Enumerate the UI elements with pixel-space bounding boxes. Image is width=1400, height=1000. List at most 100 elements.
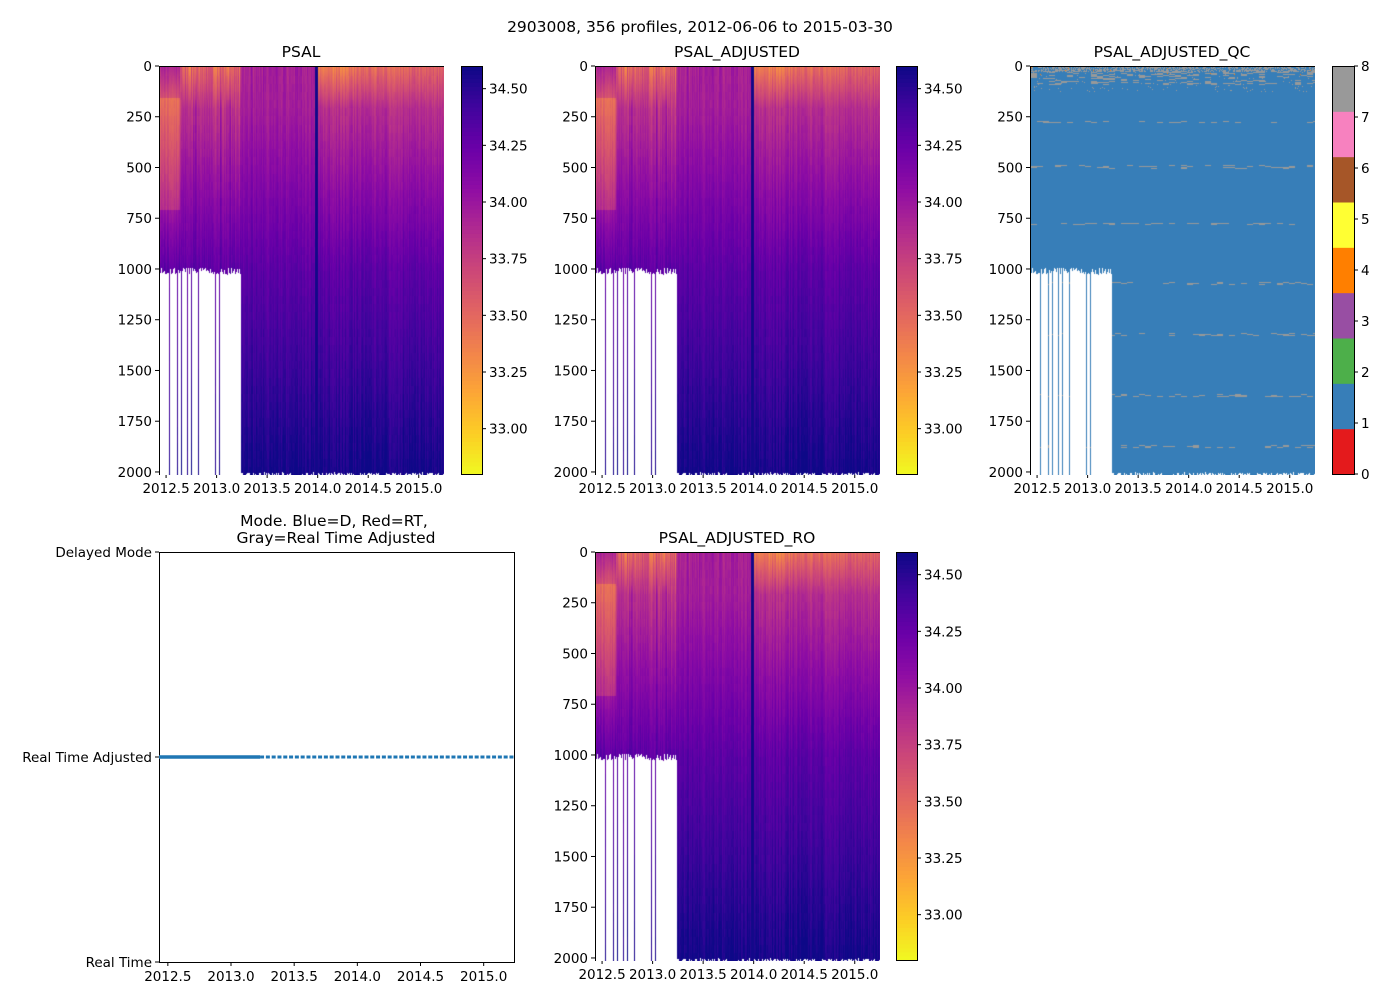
colorbar-gradient-step [461, 110, 482, 116]
y-tick-label: 1750 [989, 414, 1023, 430]
colorbar-gradient-step [896, 294, 917, 300]
x-tick-label: 2015.0 [460, 969, 507, 985]
colorbar-gradient-step [896, 200, 917, 206]
colorbar-gradient-step [461, 400, 482, 406]
colorbar-gradient-step [896, 658, 917, 663]
colorbar-gradient-step [896, 564, 917, 569]
colorbar-gradient-step [896, 605, 917, 610]
x-tick-label: 2014.5 [781, 967, 828, 983]
colorbar-gradient-step [896, 367, 917, 373]
colorbar-gradient-step [896, 106, 917, 112]
title-mode-line2: Gray=Real Time Adjusted [236, 529, 435, 547]
colorbar-gradient-step [896, 727, 917, 733]
colorbar-gradient-step [461, 106, 482, 112]
colorbar-gradient-step [461, 200, 482, 206]
colorbar-gradient-step [896, 715, 917, 720]
colorbar-gradient-step [461, 392, 482, 398]
colorbar-gradient-step [896, 331, 917, 336]
colorbar-gradient-step [461, 351, 482, 357]
colorbar-gradient-step [896, 396, 917, 402]
colorbar-tick-label: 3 [1361, 314, 1370, 330]
y-tick-label: 1500 [554, 849, 588, 865]
colorbar-gradient-step [896, 621, 917, 627]
colorbar-gradient-step [461, 249, 482, 255]
colorbar-gradient-step [896, 286, 917, 291]
colorbar-tick-label: 33.25 [924, 851, 963, 867]
colorbar-gradient-step [896, 176, 917, 181]
colorbar-gradient-step [896, 552, 917, 557]
colorbar-gradient-step [896, 290, 917, 296]
colorbar-gradient-step [896, 886, 917, 892]
colorbar-tick-label: 33.00 [489, 422, 528, 438]
colorbar-gradient-step [896, 66, 917, 71]
colorbar-tick-label: 7 [1361, 110, 1370, 126]
colorbar-gradient-step [896, 723, 917, 729]
colorbar-tick-label: 33.50 [924, 794, 963, 810]
colorbar-gradient-step [461, 139, 482, 145]
colorbar-gradient-step [461, 270, 482, 275]
colorbar-gradient-step [896, 911, 917, 916]
colorbar-gradient-step [461, 425, 482, 430]
colorbar-swatch-7 [1332, 111, 1354, 158]
colorbar-tick-label: 33.25 [489, 365, 528, 381]
colorbar-gradient-step [461, 188, 482, 194]
colorbar-tick-label: 34.00 [489, 195, 528, 211]
colorbar-gradient-step [896, 837, 917, 843]
y-tick-label: 750 [562, 211, 588, 227]
y-tick-label: 1000 [554, 748, 588, 764]
colorbar-gradient-step [896, 584, 917, 590]
y-tick-label: 750 [997, 211, 1023, 227]
colorbar-tick-label: 2 [1361, 365, 1370, 381]
colorbar-gradient-step [896, 147, 917, 153]
colorbar-gradient-step [896, 249, 917, 255]
colorbar-gradient-step [896, 380, 917, 385]
colorbar-gradient-step [896, 457, 917, 463]
colorbar-gradient-step [896, 874, 917, 879]
colorbar-tick-label: 33.50 [489, 308, 528, 324]
colorbar-gradient-step [896, 302, 917, 308]
colorbar-gradient-step [896, 245, 917, 251]
x-tick-label: 2012.5 [578, 967, 625, 983]
y-tick-label: Delayed Mode [55, 545, 152, 561]
colorbar-gradient-step [896, 306, 917, 312]
colorbar-gradient-step [896, 151, 917, 157]
colorbar-gradient-step [896, 241, 917, 247]
colorbar-gradient-step [896, 666, 917, 671]
colorbar-gradient-step [461, 184, 482, 189]
colorbar-gradient-step [896, 384, 917, 389]
colorbar-gradient-step [896, 809, 917, 814]
colorbar-frame [461, 66, 483, 475]
x-tick-label: 2015.0 [395, 481, 442, 497]
colorbar-gradient-step [896, 216, 917, 222]
title-psal-adjusted-ro: PSAL_ADJUSTED_RO [659, 529, 816, 548]
colorbar-gradient-step [896, 163, 917, 169]
colorbar-gradient-step [896, 123, 917, 128]
colorbar-gradient-step [461, 78, 482, 83]
colorbar-gradient-step [896, 939, 917, 945]
colorbar-gradient-step [896, 416, 917, 422]
colorbar-gradient-step [461, 416, 482, 422]
colorbar-gradient-step [461, 176, 482, 181]
colorbar-gradient-step [896, 662, 917, 667]
colorbar-gradient-step [896, 449, 917, 455]
colorbar-gradient-step [461, 457, 482, 463]
colorbar-gradient-step [896, 633, 917, 639]
colorbar-gradient-step [461, 233, 482, 238]
colorbar-tick-label: 33.50 [924, 308, 963, 324]
colorbar-gradient-step [896, 719, 917, 724]
colorbar-tick-label: 34.00 [924, 681, 963, 697]
colorbar-gradient-step [461, 196, 482, 202]
y-tick-label: Real Time [86, 955, 152, 971]
colorbar-gradient-step [896, 629, 917, 635]
colorbar-gradient-step [896, 261, 917, 267]
colorbar-gradient-step [896, 335, 917, 340]
colorbar-swatch-1 [1332, 383, 1354, 430]
colorbar-gradient-step [461, 343, 482, 349]
colorbar-gradient-step [896, 862, 917, 867]
colorbar-gradient-step [461, 408, 482, 414]
x-tick-label: 2015.0 [1266, 481, 1313, 497]
colorbar-gradient-step [896, 441, 917, 447]
colorbar-gradient-step [896, 743, 917, 749]
colorbar-swatch-0 [1332, 428, 1354, 475]
x-tick-label: 2012.5 [144, 969, 191, 985]
